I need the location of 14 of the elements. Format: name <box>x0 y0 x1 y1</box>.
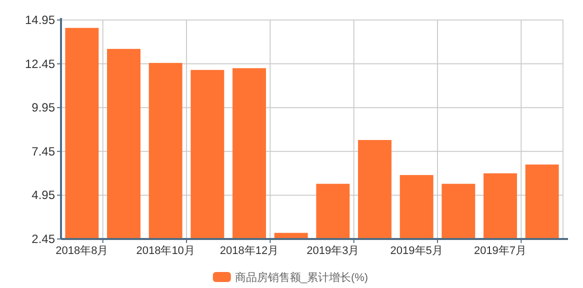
y-tick-label: 2.45 <box>32 232 56 246</box>
y-tick-label: 14.95 <box>24 13 56 27</box>
y-tick-label: 9.95 <box>32 100 56 115</box>
x-tick-label: 2019年7月 <box>474 245 527 257</box>
x-tick-label: 2019年5月 <box>390 245 443 257</box>
y-tick-label: 4.95 <box>32 188 56 202</box>
x-tick-label: 2018年8月 <box>56 245 108 257</box>
legend-label: 商品房销售额_累计增长(%) <box>234 271 368 284</box>
y-tick-label: 7.45 <box>32 144 56 158</box>
x-tick-label: 2018年10月 <box>136 245 195 257</box>
x-tick-label: 2019年3月 <box>306 245 360 257</box>
y-tick-label: 12.45 <box>24 56 56 71</box>
legend: 商品房销售额_累计增长(%) <box>212 272 368 284</box>
x-tick-label: 2018年12月 <box>220 245 279 257</box>
